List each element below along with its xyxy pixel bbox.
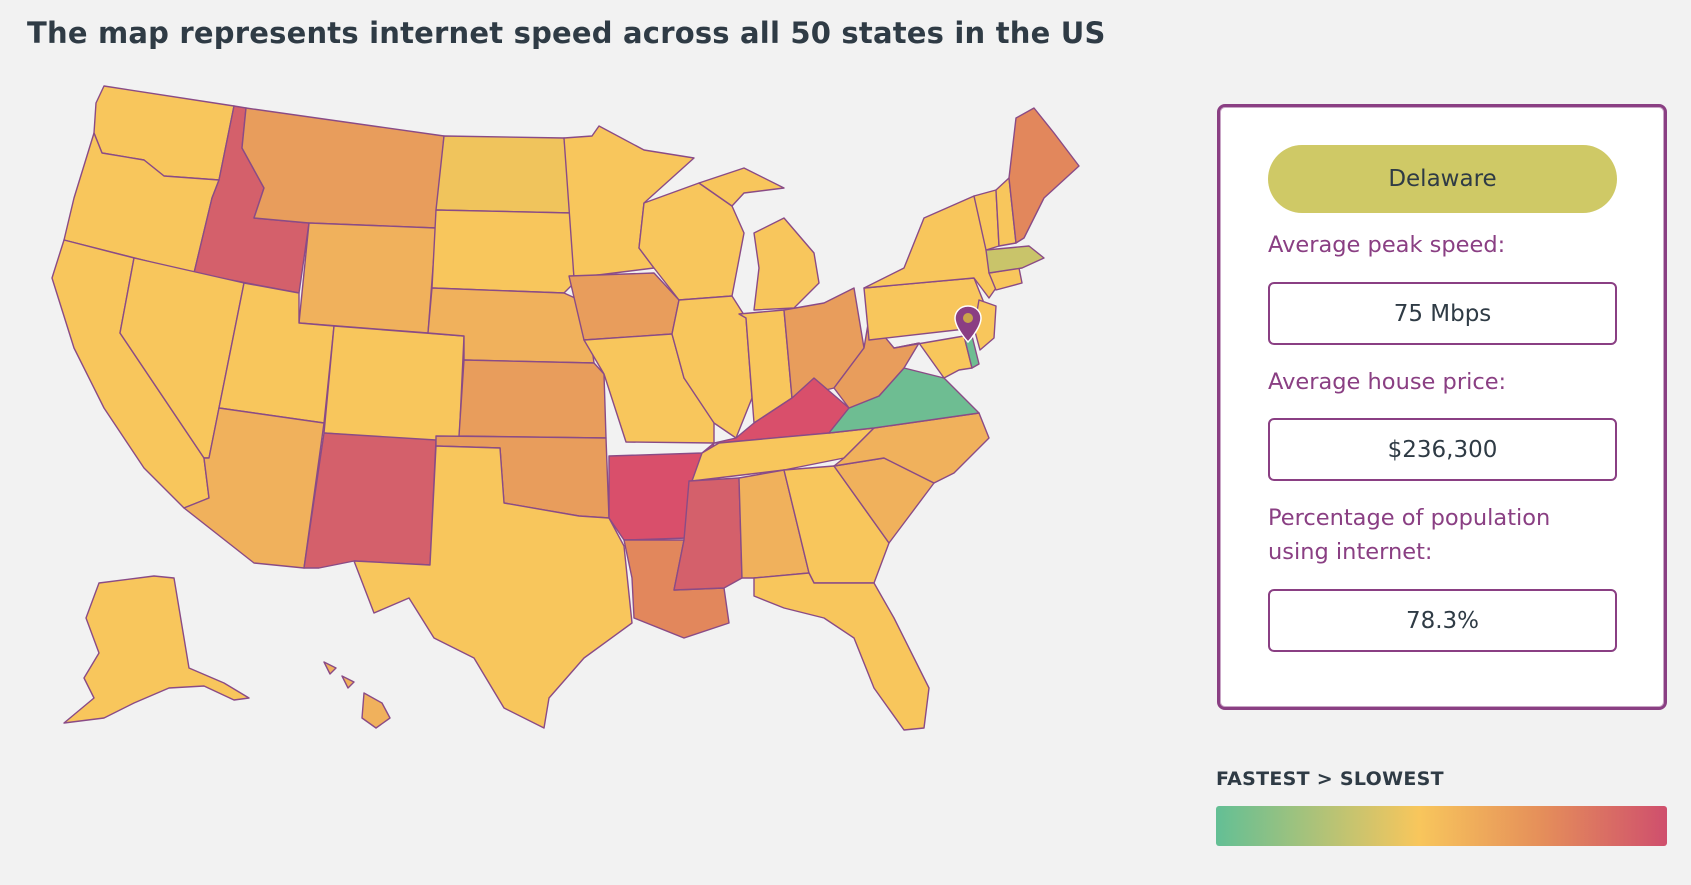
selected-state-badge[interactable]: Delaware bbox=[1268, 145, 1617, 213]
state-hawaii[interactable] bbox=[323, 661, 391, 729]
state-colorado[interactable] bbox=[323, 325, 465, 444]
state-alaska[interactable] bbox=[63, 575, 250, 724]
map-pin-icon[interactable] bbox=[954, 305, 982, 344]
legend-gradient-bar bbox=[1216, 806, 1667, 846]
state-texas[interactable] bbox=[353, 445, 633, 729]
state-north-dakota[interactable] bbox=[435, 135, 573, 214]
state-minnesota[interactable] bbox=[563, 125, 695, 279]
state-arizona[interactable] bbox=[183, 407, 325, 569]
state-info-panel: Delaware Average peak speed: 75 Mbps Ave… bbox=[1217, 104, 1667, 710]
peak-speed-label: Average peak speed: bbox=[1268, 232, 1506, 258]
internet-usage-label-line2: using internet: bbox=[1268, 539, 1433, 565]
house-price-label: Average house price: bbox=[1268, 369, 1507, 395]
state-florida[interactable] bbox=[753, 572, 930, 731]
page-title: The map represents internet speed across… bbox=[27, 16, 1106, 50]
peak-speed-value: 75 Mbps bbox=[1268, 282, 1617, 345]
internet-usage-label: Percentage of population using internet: bbox=[1268, 501, 1550, 569]
state-kansas[interactable] bbox=[458, 359, 607, 439]
state-iowa[interactable] bbox=[568, 272, 680, 341]
house-price-value: $236,300 bbox=[1268, 418, 1617, 481]
state-michigan[interactable] bbox=[698, 167, 820, 311]
state-new-mexico[interactable] bbox=[303, 432, 437, 569]
internet-usage-label-line1: Percentage of population bbox=[1268, 505, 1551, 531]
state-maine[interactable] bbox=[1008, 107, 1080, 244]
state-montana[interactable] bbox=[241, 107, 445, 229]
legend-title: FASTEST > SLOWEST bbox=[1216, 768, 1444, 790]
internet-usage-value: 78.3% bbox=[1268, 589, 1617, 652]
us-map bbox=[24, 78, 1184, 798]
state-south-dakota[interactable] bbox=[431, 209, 575, 294]
state-massachusetts[interactable] bbox=[985, 245, 1045, 274]
state-wyoming[interactable] bbox=[298, 222, 437, 334]
